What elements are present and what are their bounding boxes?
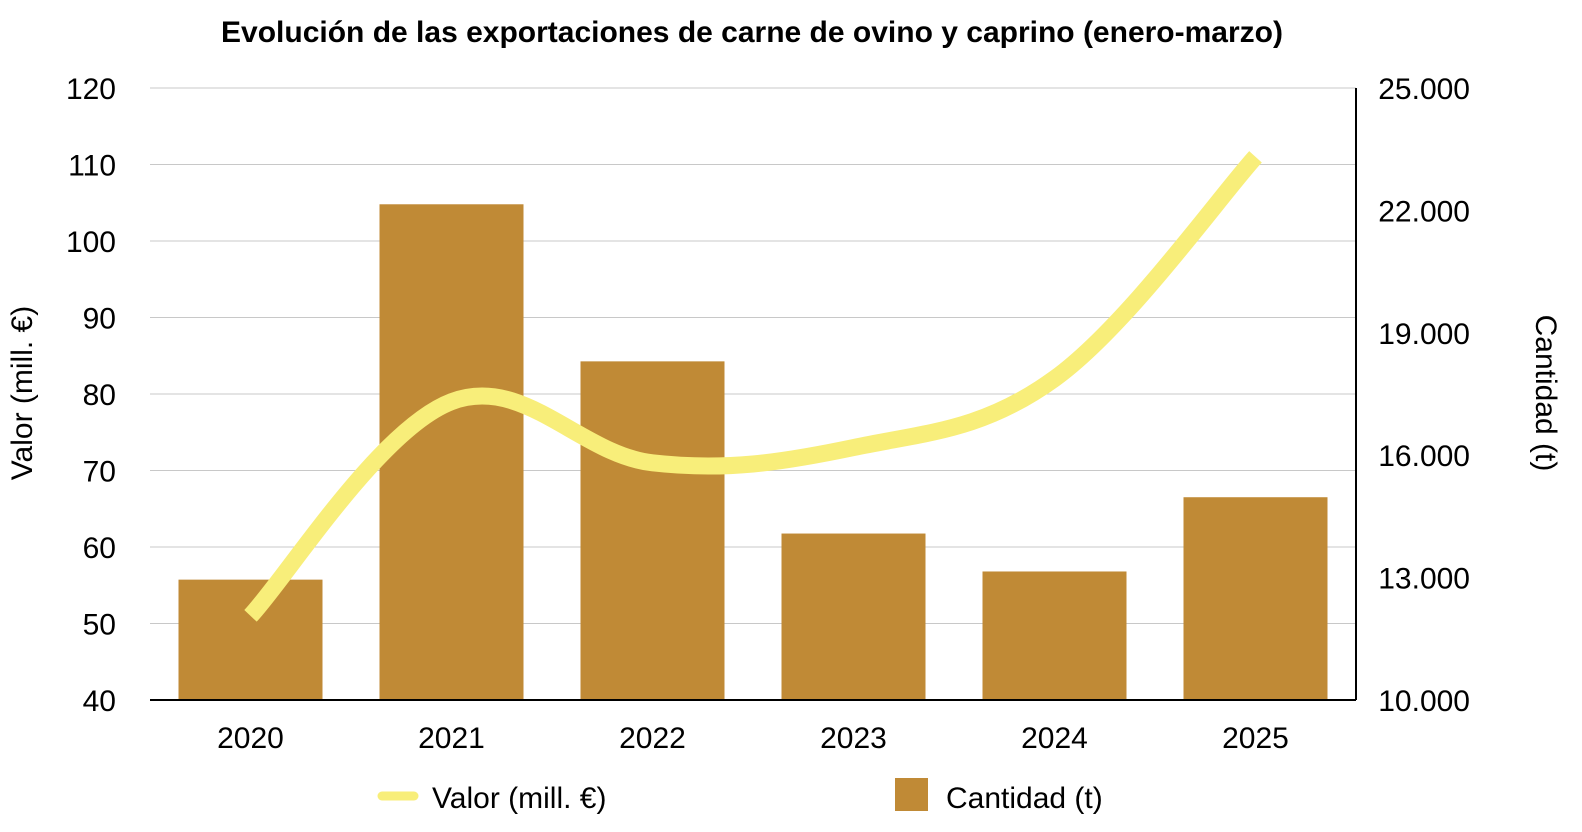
- right-tick-label: 13.000: [1378, 563, 1470, 596]
- right-tick-label: 16.000: [1378, 440, 1470, 473]
- bar-2024: [982, 571, 1127, 700]
- left-tick-label: 90: [83, 303, 116, 336]
- legend-valor-label: Valor (mill. €): [432, 782, 606, 815]
- right-axis-title: Cantidad (t): [1529, 315, 1562, 472]
- bar-2021: [379, 204, 524, 700]
- bar-2023: [781, 533, 926, 700]
- left-tick-label: 50: [83, 609, 116, 642]
- left-tick-label: 70: [83, 456, 116, 489]
- bar-2020: [178, 579, 323, 700]
- right-tick-label: 25.000: [1378, 73, 1470, 106]
- value-line: [244, 151, 1262, 622]
- left-tick-label: 110: [68, 150, 116, 183]
- legend-cantidad-swatch: [895, 778, 928, 811]
- gridlines: [150, 87, 1356, 624]
- bar-2025: [1183, 497, 1328, 700]
- valor-series-line: [244, 151, 1262, 622]
- x-tick-label: 2022: [619, 722, 686, 755]
- left-tick-label: 120: [66, 73, 116, 106]
- bars: [178, 204, 1328, 700]
- x-tick-label: 2020: [217, 722, 284, 755]
- right-tick-label: 10.000: [1378, 685, 1470, 718]
- left-tick-label: 40: [83, 685, 116, 718]
- x-tick-label: 2024: [1021, 722, 1088, 755]
- legend: Valor (mill. €) Cantidad (t): [377, 778, 1103, 815]
- left-axis-title: Valor (mill. €): [6, 306, 39, 480]
- right-tick-label: 19.000: [1378, 318, 1470, 351]
- left-axis-ticks: 40 50 60 70 80 90 100 110 120: [66, 73, 116, 718]
- x-tick-label: 2023: [820, 722, 887, 755]
- left-tick-label: 60: [83, 532, 116, 565]
- left-tick-label: 100: [66, 226, 116, 259]
- chart-title: Evolución de las exportaciones de carne …: [221, 16, 1283, 49]
- x-tick-label: 2025: [1222, 722, 1289, 755]
- right-axis-ticks: 10.000 13.000 16.000 19.000 22.000 25.000: [1378, 73, 1470, 718]
- right-tick-label: 22.000: [1378, 195, 1470, 228]
- x-tick-label: 2021: [418, 722, 485, 755]
- left-tick-label: 80: [83, 379, 116, 412]
- axes: [150, 88, 1357, 701]
- bar-2022: [580, 361, 725, 700]
- x-axis-ticks: 2020 2021 2022 2023 2024 2025: [217, 722, 1289, 755]
- legend-cantidad-label: Cantidad (t): [946, 782, 1103, 815]
